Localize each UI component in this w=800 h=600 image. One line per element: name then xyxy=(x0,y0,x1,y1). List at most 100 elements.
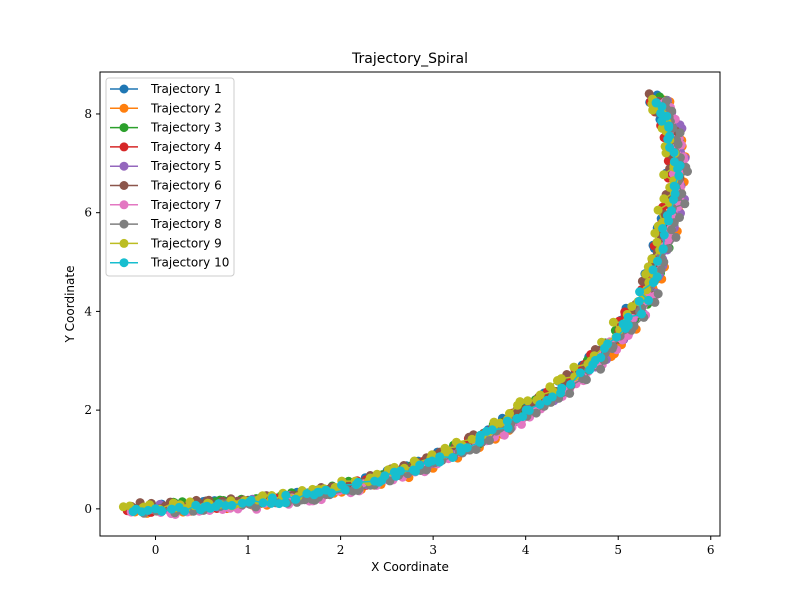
data-point xyxy=(455,443,465,453)
data-point xyxy=(515,397,525,407)
data-point xyxy=(353,477,363,487)
data-point xyxy=(658,224,668,233)
data-point xyxy=(547,392,557,402)
data-point xyxy=(675,213,684,222)
x-axis-ticks: 0 1 2 3 4 5 6 xyxy=(152,536,715,557)
legend-marker xyxy=(119,161,129,171)
data-point xyxy=(672,135,682,145)
data-point xyxy=(502,416,512,426)
data-point xyxy=(258,498,268,508)
legend: Trajectory 1 Trajectory 2 Trajectory 3 Traj… xyxy=(105,77,235,277)
data-point xyxy=(327,488,337,498)
legend-item: Trajectory 9 xyxy=(110,236,222,250)
data-point xyxy=(667,225,676,235)
data-point xyxy=(651,98,661,108)
data-point xyxy=(656,108,666,118)
x-axis-label: X Coordinate xyxy=(371,560,449,574)
legend-marker xyxy=(119,219,129,229)
data-point xyxy=(635,287,645,297)
legend-label: Trajectory 2 xyxy=(150,101,222,115)
data-point xyxy=(612,332,621,342)
data-point xyxy=(652,237,662,247)
data-point xyxy=(408,465,418,475)
data-point xyxy=(471,445,481,454)
data-point xyxy=(623,312,633,322)
legend-label: Trajectory 3 xyxy=(150,121,222,135)
data-point xyxy=(380,471,390,481)
data-point xyxy=(675,128,685,138)
data-point xyxy=(566,379,576,389)
legend-marker xyxy=(119,181,129,190)
data-point xyxy=(608,317,618,327)
data-point xyxy=(642,285,652,295)
data-point xyxy=(674,171,684,181)
data-point xyxy=(637,309,647,319)
x-tick-label: 3 xyxy=(429,543,437,557)
x-tick-label: 6 xyxy=(707,543,715,557)
data-point xyxy=(671,232,681,242)
legend-marker xyxy=(119,200,129,210)
data-point xyxy=(658,244,668,254)
data-point xyxy=(596,353,606,363)
legend-marker xyxy=(119,84,129,94)
data-point xyxy=(258,491,268,501)
data-point xyxy=(669,181,679,191)
data-point xyxy=(664,121,674,131)
data-point xyxy=(267,493,277,503)
x-tick-label: 1 xyxy=(244,543,252,557)
data-point xyxy=(518,412,528,422)
data-point xyxy=(677,189,687,199)
legend-item: Trajectory 8 xyxy=(110,217,222,231)
legend-item: Trajectory 4 xyxy=(110,140,222,154)
data-point xyxy=(650,228,660,238)
data-point xyxy=(648,265,658,275)
data-point xyxy=(143,505,153,515)
plot-series-group xyxy=(118,89,692,519)
legend-marker xyxy=(119,142,129,152)
data-point xyxy=(440,443,450,453)
data-point xyxy=(656,265,666,275)
data-point xyxy=(665,143,675,152)
data-point xyxy=(246,495,256,505)
legend-item: Trajectory 7 xyxy=(110,198,222,212)
data-point xyxy=(557,383,567,393)
data-point xyxy=(670,189,680,199)
data-point xyxy=(128,507,138,517)
data-point xyxy=(641,269,651,279)
x-tick-label: 0 xyxy=(152,543,160,557)
data-point xyxy=(448,453,458,462)
data-point xyxy=(556,374,566,384)
data-point xyxy=(462,443,472,453)
plot-frame xyxy=(99,71,721,537)
data-point xyxy=(281,498,290,508)
data-point xyxy=(653,256,662,266)
y-tick-label: 2 xyxy=(84,403,92,417)
data-point xyxy=(302,489,312,499)
data-point xyxy=(665,131,675,141)
data-point xyxy=(237,498,247,508)
data-point xyxy=(545,382,555,392)
y-tick-label: 4 xyxy=(84,304,92,318)
legend-item: Trajectory 6 xyxy=(110,179,222,193)
data-point xyxy=(157,507,167,516)
data-point xyxy=(652,272,662,282)
data-point xyxy=(603,339,613,349)
data-point xyxy=(467,434,477,444)
data-point xyxy=(485,435,494,445)
data-point xyxy=(653,289,663,299)
data-point xyxy=(569,362,579,372)
data-point xyxy=(618,319,628,329)
data-point xyxy=(487,425,497,435)
data-point xyxy=(337,480,346,490)
legend-label: Trajectory 7 xyxy=(150,198,222,212)
y-axis-label: Y Coordinate xyxy=(63,266,77,344)
data-point xyxy=(503,423,513,433)
data-point xyxy=(521,405,531,415)
legend-label: Trajectory 6 xyxy=(150,179,222,193)
chart-title: Trajectory_Spiral xyxy=(351,51,468,67)
data-point xyxy=(281,490,291,500)
data-point xyxy=(435,452,445,462)
legend-label: Trajectory 10 xyxy=(150,256,229,270)
